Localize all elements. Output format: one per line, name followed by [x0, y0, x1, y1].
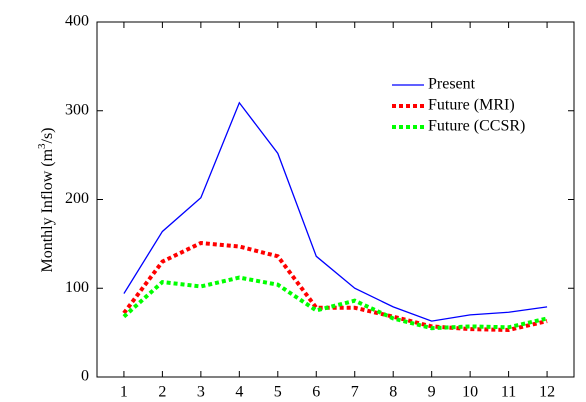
y-tick-label: 100	[65, 279, 89, 296]
x-tick-label: 11	[501, 384, 516, 401]
x-tick-label: 8	[389, 384, 397, 401]
plot-frame	[96, 21, 575, 378]
legend-label: Present	[428, 76, 476, 93]
y-tick-label: 400	[65, 13, 89, 30]
x-tick-label: 3	[197, 384, 205, 401]
x-tick-label: 6	[312, 384, 320, 401]
x-tick-label: 12	[539, 384, 555, 401]
x-tick-label: 4	[235, 384, 243, 401]
x-tick-label: 7	[351, 384, 359, 401]
y-tick-label: 300	[65, 101, 89, 118]
x-tick-label: 1	[120, 384, 128, 401]
y-label-text: Monthly Inflow (m	[39, 148, 56, 272]
legend-label: Future (MRI)	[428, 97, 515, 114]
line-series	[122, 275, 548, 331]
y-label-sup: 3	[36, 143, 48, 149]
legend-label: Future (CCSR)	[428, 118, 525, 135]
line-series	[123, 101, 548, 322]
y-tick-label: 200	[65, 190, 89, 207]
y-label-tail: /s)	[39, 127, 56, 143]
x-tick-label: 5	[274, 384, 282, 401]
x-tick-label: 9	[428, 384, 436, 401]
y-axis-label: Monthly Inflow (m3/s)	[36, 127, 56, 272]
line-series	[122, 240, 548, 332]
x-tick-label: 2	[158, 384, 166, 401]
x-tick-label: 10	[462, 384, 478, 401]
y-tick-label: 0	[81, 368, 89, 385]
